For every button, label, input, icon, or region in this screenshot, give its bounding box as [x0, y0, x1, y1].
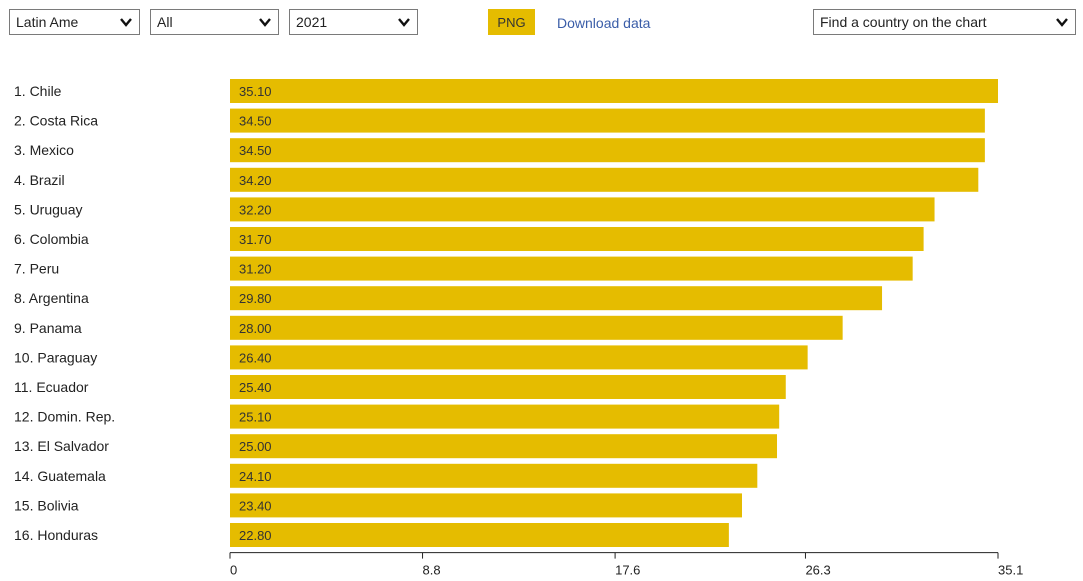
bar-value-label: 24.10 [239, 469, 272, 484]
region-select[interactable]: Latin Ame [9, 9, 140, 35]
category-label: 4. Brazil [14, 172, 65, 188]
bar-value-label: 34.20 [239, 173, 272, 188]
category-label: 1. Chile [14, 83, 62, 99]
bar-value-label: 28.00 [239, 321, 272, 336]
category-label: 8. Argentina [14, 290, 89, 306]
find-country-select[interactable]: Find a country on the chart [813, 9, 1076, 35]
bar-value-label: 22.80 [239, 528, 272, 543]
bar[interactable] [230, 167, 979, 192]
category-label: 11. Ecuador [14, 379, 89, 395]
bar-value-label: 25.10 [239, 410, 272, 425]
find-country-label: Find a country on the chart [820, 14, 987, 30]
bar[interactable] [230, 523, 729, 547]
chevron-down-icon [398, 18, 410, 27]
bar-value-label: 34.50 [239, 143, 272, 158]
download-data-link[interactable]: Download data [557, 15, 651, 31]
region-select-value: Latin Ame [16, 14, 79, 30]
bar-value-label: 25.00 [239, 439, 272, 454]
bar-value-label: 35.10 [239, 84, 272, 99]
bar-value-label: 34.50 [239, 114, 272, 129]
category-label: 15. Bolivia [14, 497, 79, 513]
x-tick-label: 26.3 [805, 563, 830, 578]
category-label: 9. Panama [14, 320, 82, 336]
bar[interactable] [230, 227, 924, 251]
category-label: 7. Peru [14, 261, 59, 277]
bar-value-label: 26.40 [239, 350, 272, 365]
bar-value-label: 23.40 [239, 498, 272, 513]
bar-value-label: 32.20 [239, 202, 272, 217]
category-label: 6. Colombia [14, 231, 89, 247]
bar[interactable] [230, 463, 758, 488]
category-label: 5. Uruguay [14, 201, 82, 217]
type-select-value: All [157, 14, 173, 30]
year-select-value: 2021 [296, 14, 328, 30]
category-label: 10. Paraguay [14, 349, 97, 365]
bar[interactable] [230, 108, 985, 133]
bar[interactable] [230, 256, 913, 281]
bar[interactable] [230, 138, 985, 163]
category-label: 3. Mexico [14, 142, 74, 158]
bar[interactable] [230, 493, 742, 518]
bar[interactable] [230, 197, 935, 222]
bar-value-label: 31.70 [239, 232, 272, 247]
bar[interactable] [230, 434, 778, 459]
category-label: 12. Domin. Rep. [14, 409, 115, 425]
x-tick-label: 17.6 [615, 563, 640, 578]
category-label: 2. Costa Rica [14, 113, 98, 129]
bar-value-label: 29.80 [239, 291, 272, 306]
png-export-label: PNG [497, 14, 526, 30]
type-select[interactable]: All [150, 9, 279, 35]
bar[interactable] [230, 315, 843, 340]
chevron-down-icon [120, 18, 132, 27]
bar-value-label: 25.40 [239, 380, 272, 395]
chevron-down-icon [1056, 18, 1068, 27]
bar[interactable] [230, 79, 998, 103]
x-tick-label: 0 [230, 563, 237, 578]
category-label: 16. Honduras [14, 527, 98, 543]
x-tick-label: 8.8 [423, 563, 441, 578]
chevron-down-icon [259, 18, 271, 27]
png-export-button[interactable]: PNG [488, 9, 535, 35]
category-label: 13. El Salvador [14, 438, 109, 454]
bar[interactable] [230, 375, 786, 399]
category-label: 14. Guatemala [14, 468, 106, 484]
bar-value-label: 31.20 [239, 262, 272, 277]
year-select[interactable]: 2021 [289, 9, 418, 35]
bar[interactable] [230, 404, 780, 429]
bar[interactable] [230, 345, 808, 370]
bar[interactable] [230, 286, 883, 311]
x-tick-label: 35.1 [998, 563, 1023, 578]
